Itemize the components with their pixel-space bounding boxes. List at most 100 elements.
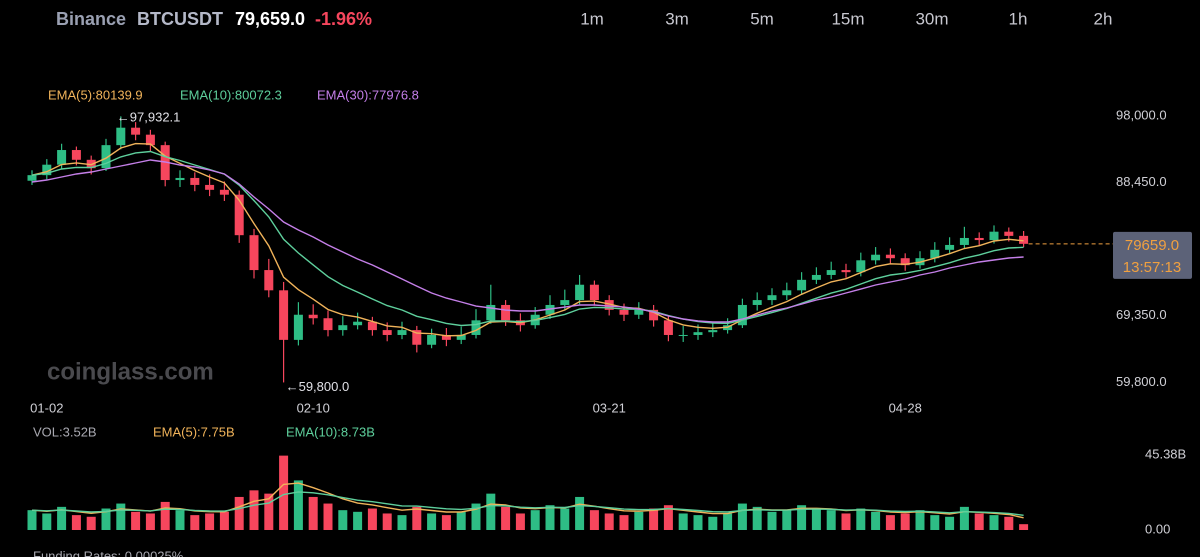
candle-body bbox=[101, 145, 111, 169]
candle-body bbox=[57, 150, 67, 165]
high-label: ←97,932.1 bbox=[117, 110, 181, 125]
volume-bar bbox=[486, 493, 496, 530]
candle-body bbox=[959, 237, 969, 245]
volume-bar bbox=[501, 506, 511, 530]
volume-bar bbox=[427, 513, 437, 530]
volume-bar bbox=[885, 515, 895, 530]
volume-bar bbox=[42, 513, 52, 530]
candle-body bbox=[116, 127, 126, 146]
interval-button[interactable]: 15m bbox=[831, 9, 864, 28]
candle-body bbox=[752, 300, 762, 305]
volume-bar bbox=[782, 510, 792, 530]
volume-bar bbox=[145, 513, 155, 530]
volume-bar bbox=[945, 516, 955, 530]
interval-button[interactable]: 2h bbox=[1094, 9, 1113, 28]
volume-bar bbox=[101, 508, 111, 530]
interval-button[interactable]: 1m bbox=[580, 9, 604, 28]
volume-bar bbox=[116, 503, 126, 530]
candle-body bbox=[649, 309, 659, 321]
volume-bar bbox=[826, 510, 836, 530]
volume-bar bbox=[737, 503, 747, 530]
x-tick-label: 01-02 bbox=[30, 400, 63, 415]
interval-button[interactable]: 30m bbox=[915, 9, 948, 28]
candle-body bbox=[708, 330, 718, 333]
y-tick-label: 98,000.0 bbox=[1116, 107, 1167, 122]
candle-body bbox=[604, 300, 614, 310]
candle-body bbox=[308, 314, 318, 319]
y-tick-label: 88,450.0 bbox=[1116, 174, 1167, 189]
volume-bar bbox=[249, 490, 259, 530]
volume-bar bbox=[797, 505, 807, 530]
volume-bar bbox=[323, 503, 333, 530]
volume-bar bbox=[57, 506, 67, 530]
y-tick-label: 45.38B bbox=[1145, 446, 1186, 461]
last-price-tag bbox=[1113, 231, 1192, 279]
volume-bar bbox=[930, 515, 940, 530]
volume-bar bbox=[338, 510, 348, 530]
watermark: coinglass.com bbox=[47, 358, 214, 385]
interval-button[interactable]: 3m bbox=[665, 9, 689, 28]
candle-body bbox=[737, 304, 747, 326]
candle-body bbox=[264, 270, 274, 291]
funding-rates: Funding Rates: 0.00025% bbox=[33, 548, 184, 557]
indicator-line bbox=[31, 491, 1024, 516]
candle-body bbox=[367, 321, 377, 331]
countdown: 13:57:13 bbox=[1123, 259, 1181, 276]
volume-bar bbox=[471, 503, 481, 530]
legend-entry: EMA(10):8.73B bbox=[286, 424, 375, 439]
candle-body bbox=[945, 244, 955, 250]
candle-body bbox=[471, 320, 481, 335]
volume-bar bbox=[619, 515, 629, 530]
volume-bar bbox=[264, 493, 274, 530]
candle-body bbox=[1019, 235, 1029, 244]
volume-bar bbox=[397, 515, 407, 530]
volume-bar bbox=[1019, 524, 1029, 530]
volume-bar bbox=[708, 516, 718, 530]
volume-bar bbox=[767, 511, 777, 530]
indicator-line bbox=[31, 142, 1024, 337]
candle-body bbox=[323, 318, 333, 331]
candle-body bbox=[205, 184, 215, 190]
volume-bar bbox=[530, 510, 540, 530]
exchange: Binance bbox=[56, 9, 126, 29]
volume-bar bbox=[545, 505, 555, 530]
candle-body bbox=[930, 249, 940, 259]
volume-bar bbox=[915, 510, 925, 530]
interval-button[interactable]: 1h bbox=[1009, 9, 1028, 28]
volume-bar bbox=[441, 515, 451, 530]
y-tick-label: 69,350.0 bbox=[1116, 307, 1167, 322]
candle-body bbox=[382, 330, 392, 335]
candle-body bbox=[456, 334, 466, 340]
candle-body bbox=[841, 270, 851, 273]
volume-bar bbox=[160, 501, 170, 530]
volume-bar bbox=[649, 508, 659, 530]
change: -1.96% bbox=[315, 9, 372, 29]
candle-body bbox=[27, 175, 37, 181]
candle-body bbox=[427, 334, 437, 345]
volume-bar bbox=[27, 510, 37, 530]
x-tick-label: 03-21 bbox=[593, 400, 626, 415]
volume-bar bbox=[456, 511, 466, 530]
volume-bar bbox=[663, 505, 673, 530]
volume-bar bbox=[560, 508, 570, 530]
volume-bar bbox=[190, 515, 200, 530]
candle-body bbox=[279, 290, 289, 340]
candle-body bbox=[989, 231, 999, 241]
candle-body bbox=[619, 309, 629, 315]
volume-bar bbox=[175, 510, 185, 530]
volume-bar bbox=[1004, 516, 1014, 530]
volume-label: VOL:3.52B bbox=[33, 424, 97, 439]
price: 79,659.0 bbox=[235, 9, 305, 29]
low-label: ←59,800.0 bbox=[286, 379, 350, 394]
candle-body bbox=[486, 304, 496, 321]
volume-bar bbox=[575, 496, 585, 530]
candle-body bbox=[871, 254, 881, 261]
candle-body bbox=[900, 258, 910, 266]
volume-bar bbox=[353, 511, 363, 530]
candle-body bbox=[293, 314, 303, 340]
interval-button[interactable]: 5m bbox=[750, 9, 774, 28]
candle-body bbox=[663, 320, 673, 335]
volume-bar bbox=[634, 511, 644, 530]
